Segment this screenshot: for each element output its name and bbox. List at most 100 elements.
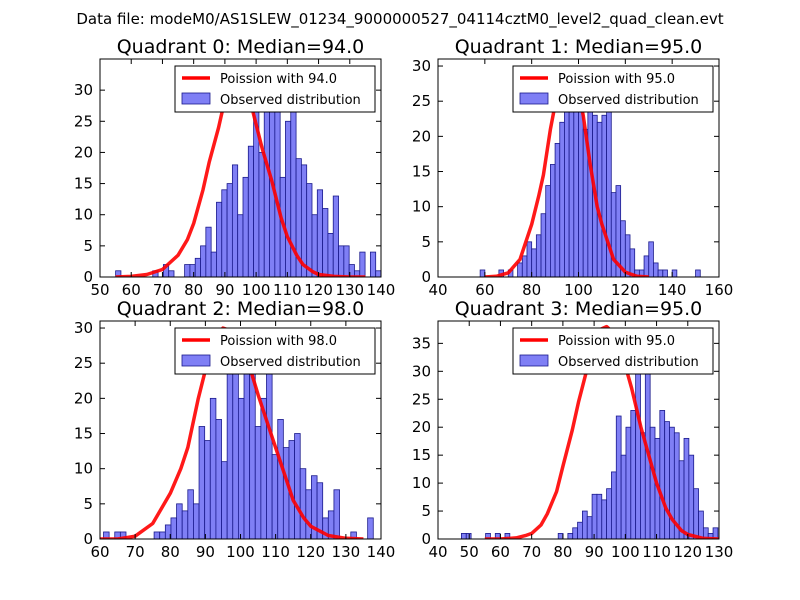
histogram-bar — [200, 245, 207, 277]
y-tick-label: 0 — [83, 268, 93, 286]
y-tick-label: 20 — [412, 418, 431, 436]
legend: Poission with 94.0 Observed distribution — [174, 65, 376, 113]
histogram-bar — [531, 248, 537, 277]
quadrant-2-chart: 60 70 80 90 100 110 120 130 140 0 5 10 15 20 25 30 Quadr… — [74, 298, 395, 561]
x-tick-label: 40 — [428, 543, 447, 561]
histogram-bar — [242, 176, 249, 277]
histogram-bar — [285, 120, 292, 277]
histogram-bar — [526, 241, 533, 277]
histogram-bar — [643, 255, 650, 277]
x-tick-label: 110 — [642, 543, 671, 561]
x-tick-label: 70 — [153, 281, 172, 299]
histogram-bar — [300, 164, 308, 277]
y-tick-label: 30 — [412, 362, 431, 380]
legend-label-observed: Observed distribution — [220, 93, 361, 108]
x-tick-label: 130 — [335, 281, 364, 299]
legend-bar-swatch — [519, 92, 549, 105]
histogram-bar — [176, 503, 183, 539]
histogram-bar — [640, 432, 646, 539]
x-tick-label: 80 — [553, 543, 572, 561]
histogram-bar — [610, 192, 617, 277]
y-tick-label: 25 — [412, 92, 431, 110]
x-tick-label: 110 — [273, 281, 302, 299]
histogram-bar — [402, 271, 407, 277]
quadrant-0-chart: 50 60 70 80 90 100 110 120 130 140 0 5 10 15 20 25 30 Qua… — [74, 36, 407, 299]
x-tick-label: 100 — [242, 281, 271, 299]
legend-label-poisson: Poission with 95.0 — [558, 334, 675, 349]
x-tick-label: 100 — [226, 543, 255, 561]
y-tick-label: 20 — [412, 127, 431, 145]
histogram-bar — [181, 510, 189, 539]
x-tick-label: 40 — [428, 281, 447, 299]
histogram-bar — [688, 454, 695, 539]
quadrant-2-title: Quadrant 2: Median=98.0 — [117, 298, 365, 320]
y-tick-label: 15 — [412, 163, 431, 181]
histogram-bar — [606, 488, 612, 539]
histogram-bar — [625, 426, 632, 539]
y-tick-label: 10 — [74, 460, 93, 478]
histogram-bar — [465, 533, 472, 539]
x-tick-label: 100 — [564, 281, 593, 299]
histogram-bar — [332, 195, 339, 277]
legend-label-observed: Observed distribution — [558, 355, 699, 370]
x-tick-label: 130 — [705, 543, 734, 561]
histogram-bar — [629, 248, 636, 277]
axes-frame — [437, 320, 720, 540]
histogram-bar — [649, 426, 656, 539]
histogram-bar — [237, 397, 245, 539]
legend-label-poisson: Poission with 98.0 — [220, 334, 337, 349]
histogram-bar — [601, 499, 608, 539]
histogram-bar — [664, 421, 670, 539]
histogram-bar — [205, 226, 212, 277]
histogram-bar — [728, 533, 733, 539]
histogram-bar — [723, 517, 728, 539]
histogram-bar — [572, 527, 578, 539]
histogram-bar — [209, 397, 217, 539]
histogram-bar — [333, 489, 340, 539]
y-tick-label: 15 — [412, 446, 431, 464]
y-tick-label: 20 — [74, 143, 93, 161]
y-tick-label: 0 — [421, 268, 431, 286]
x-tick-label: 90 — [585, 543, 604, 561]
legend-label-poisson: Poission with 95.0 — [558, 72, 675, 87]
x-tick-label: 140 — [367, 281, 396, 299]
histogram-bar — [559, 121, 565, 277]
histogram-bar — [615, 415, 622, 539]
y-tick-label: 30 — [74, 319, 93, 337]
histogram-bar — [232, 362, 239, 539]
histogram-bar — [568, 107, 575, 277]
histogram-bar — [586, 516, 593, 539]
histogram-bar — [461, 533, 467, 539]
y-tick-label: 35 — [412, 334, 431, 352]
histogram-bar — [263, 108, 270, 277]
axes-frame — [99, 58, 382, 278]
histogram-bar — [564, 107, 570, 277]
quadrant-0-title: Quadrant 0: Median=94.0 — [117, 36, 365, 58]
histogram-bar — [247, 145, 255, 277]
histogram-bar — [187, 489, 194, 539]
y-tick-label: 30 — [412, 57, 431, 75]
y-tick-label: 5 — [83, 237, 93, 255]
histogram-bar — [231, 164, 239, 277]
histogram-bars — [103, 334, 374, 539]
x-tick-label: 80 — [522, 281, 541, 299]
histogram-bar — [294, 433, 301, 539]
quadrant-3-title: Quadrant 3: Median=95.0 — [455, 298, 703, 320]
y-tick-label: 5 — [421, 233, 431, 251]
histogram-bar — [662, 269, 668, 277]
x-tick-label: 120 — [611, 281, 640, 299]
histogram-bar — [258, 152, 265, 277]
y-tick-label: 20 — [74, 389, 93, 407]
legend-label-poisson: Poission with 94.0 — [220, 72, 337, 87]
histogram-bar — [226, 183, 233, 277]
y-tick-label: 25 — [74, 354, 93, 372]
histogram-bar — [535, 234, 542, 277]
histogram-bar — [316, 189, 324, 277]
histogram-bar — [327, 232, 334, 277]
y-tick-label: 10 — [74, 206, 93, 224]
histogram-bar — [226, 348, 234, 539]
x-tick-label: 50 — [90, 281, 109, 299]
x-tick-label: 70 — [126, 543, 145, 561]
histogram-bar — [216, 201, 223, 277]
histogram-bar — [282, 447, 290, 539]
